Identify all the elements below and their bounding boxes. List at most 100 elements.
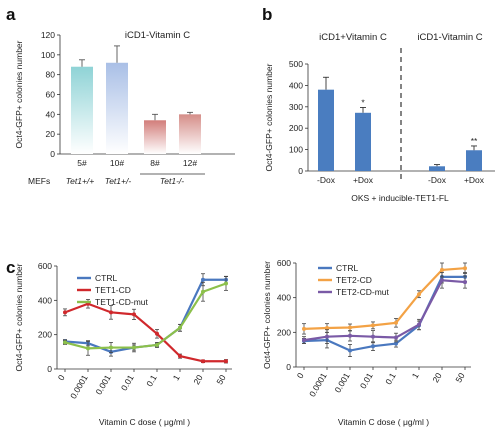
chart-b-y-tick-label: 400 bbox=[289, 80, 303, 90]
chart-c-right-x-tick-label: 50 bbox=[453, 371, 467, 384]
chart-c-left-data-point bbox=[63, 310, 67, 315]
chart-a-x-tick-label: 12# bbox=[183, 158, 197, 168]
chart-c-left-x-tick-label: 0.001 bbox=[93, 373, 112, 397]
chart-c-right-series-line bbox=[303, 267, 466, 330]
chart-c-right-x-tick-label: 0.01 bbox=[358, 371, 375, 391]
chart-c-right-data-point bbox=[371, 323, 375, 328]
chart-c-left-data-point bbox=[109, 345, 113, 350]
chart-a-title: iCD1-Vitamin C bbox=[125, 30, 190, 41]
chart-c-right-data-point bbox=[463, 266, 467, 271]
chart-b: iCD1+Vitamin C iCD1-Vitamin C 0 100 200 300 40… bbox=[264, 32, 495, 203]
chart-c-right-data-point bbox=[463, 280, 467, 285]
chart-c-right-data-point bbox=[348, 333, 352, 338]
chart-c-right-data-point bbox=[371, 344, 375, 349]
chart-c-left-x-axis-label: Vitamin C dose ( μg/ml ) bbox=[99, 417, 190, 427]
chart-c-right-data-point bbox=[417, 292, 421, 297]
chart-c-left-data-point bbox=[201, 359, 205, 364]
chart-a-group-label: Tet1+/- bbox=[105, 176, 132, 186]
chart-c-left-data-point bbox=[201, 277, 205, 282]
chart-c-right-data-point bbox=[394, 335, 398, 340]
chart-c-left-data-point bbox=[86, 346, 90, 351]
chart-c-right-data-point bbox=[348, 348, 352, 353]
chart-a-row-label: MEFs bbox=[28, 176, 50, 186]
chart-a-bar bbox=[106, 62, 128, 155]
chart-c-right-x-tick-label: 0 bbox=[295, 371, 306, 380]
chart-b-bar bbox=[355, 112, 371, 171]
chart-c-left-y-tick-label: 0 bbox=[47, 364, 52, 374]
chart-c-right-data-point bbox=[394, 341, 398, 346]
chart-a-bar bbox=[179, 114, 201, 154]
chart-c-left-data-point bbox=[132, 345, 136, 350]
chart-c-right-data-point bbox=[371, 334, 375, 339]
chart-a-group-label: Tet1+/+ bbox=[66, 176, 95, 186]
chart-b-x-tick-label: +Dox bbox=[353, 175, 374, 185]
chart-a-y-tick-label: 40 bbox=[46, 109, 56, 119]
chart-c-left-series-line bbox=[64, 302, 226, 363]
chart-c-left-data-point bbox=[63, 340, 67, 345]
chart-c-left-legend-label: TET1-CD bbox=[95, 285, 131, 295]
chart-c-right-y-tick-label: 600 bbox=[277, 258, 291, 268]
chart-c-right-data-point bbox=[302, 326, 306, 331]
chart-c-left-x-tick-label: 0.0001 bbox=[68, 373, 90, 401]
chart-c-left-x-tick-label: 0.1 bbox=[144, 373, 159, 388]
chart-c-right-y-tick-label: 200 bbox=[277, 327, 291, 337]
chart-b-significance: * bbox=[361, 97, 365, 107]
chart-c-left-y-axis-label: Oct4-GFP+ colonies number bbox=[14, 263, 24, 371]
panel-label-c: c bbox=[6, 258, 15, 277]
chart-c-left-x-tick-label: 20 bbox=[191, 373, 205, 386]
chart-c-right-x-tick-label: 0.1 bbox=[383, 371, 398, 386]
chart-b-bar bbox=[429, 166, 445, 171]
chart-c-right-x-tick-label: 0.001 bbox=[332, 371, 351, 395]
chart-c-right-legend-label: TET2-CD-mut bbox=[336, 287, 390, 297]
chart-c-right-y-tick-label: 400 bbox=[277, 293, 291, 303]
chart-b-y-tick-label: 500 bbox=[289, 59, 303, 69]
chart-c-right-x-axis-label: Vitamin C dose ( μg/ml ) bbox=[338, 417, 429, 427]
chart-c-left-series-line bbox=[64, 282, 227, 350]
chart-c-right-x-tick-label: 20 bbox=[430, 371, 444, 384]
chart-a-y-axis-label: Oct4-GFP+ colonies number bbox=[14, 40, 24, 148]
chart-b-significance: ** bbox=[471, 136, 478, 146]
chart-b-x-tick-label: -Dox bbox=[317, 175, 336, 185]
chart-b-y-tick-label: 100 bbox=[289, 145, 303, 155]
chart-b-x-tick-label: +Dox bbox=[464, 175, 485, 185]
chart-c-right-y-tick-label: 0 bbox=[286, 362, 291, 372]
chart-a-y-tick-label: 60 bbox=[46, 90, 56, 100]
chart-c-left-data-point bbox=[155, 342, 159, 347]
chart-a-y-tick-label: 100 bbox=[41, 50, 55, 60]
chart-c-right-data-point bbox=[348, 325, 352, 330]
chart-c-right-y-axis-label: Oct4-GFP+ colonies number bbox=[262, 261, 272, 369]
chart-c-left-data-point bbox=[132, 312, 136, 317]
chart-c-left-data-point bbox=[201, 289, 205, 294]
chart-c-left-data-point bbox=[155, 331, 159, 336]
chart-c-left-x-tick-label: 0 bbox=[56, 373, 67, 382]
chart-b-y-tick-label: 200 bbox=[289, 123, 303, 133]
chart-c-right-data-point bbox=[394, 320, 398, 325]
chart-c-left-y-tick-label: 400 bbox=[38, 295, 52, 305]
chart-c-left-data-point bbox=[178, 325, 182, 330]
chart-a-y-tick-label: 0 bbox=[50, 149, 55, 159]
panel-label-a: a bbox=[6, 5, 16, 24]
chart-c-right-data-point bbox=[440, 278, 444, 283]
chart-b-bar bbox=[318, 89, 334, 171]
chart-a-bar bbox=[71, 66, 93, 154]
chart-c-left-legend-label: TET1-CD-mut bbox=[95, 297, 149, 307]
chart-c-left-y-tick-label: 600 bbox=[38, 261, 52, 271]
chart-c-right-data-point bbox=[440, 267, 444, 272]
chart-c-right-data-point bbox=[417, 322, 421, 327]
chart-a-bar bbox=[144, 120, 166, 154]
chart-a-x-tick-label: 5# bbox=[77, 158, 87, 168]
chart-c-right-x-tick-label: 1 bbox=[410, 371, 421, 380]
chart-b-y-tick-label: 300 bbox=[289, 102, 303, 112]
chart-b-y-axis-label: Oct4-GFP+ colonies number bbox=[264, 63, 274, 171]
chart-a-group-label: Tet1-/- bbox=[160, 176, 184, 186]
chart-b-y-tick-label: 0 bbox=[298, 166, 303, 176]
chart-c-left-x-tick-label: 50 bbox=[214, 373, 228, 386]
chart-c-right-series-line bbox=[303, 279, 466, 342]
chart-c-left-data-point bbox=[224, 281, 228, 286]
chart-c-left-data-point bbox=[224, 359, 228, 364]
chart-c-left-data-point bbox=[109, 310, 113, 315]
chart-a-x-tick-label: 8# bbox=[150, 158, 160, 168]
chart-b-title-right: iCD1-Vitamin C bbox=[417, 32, 482, 43]
